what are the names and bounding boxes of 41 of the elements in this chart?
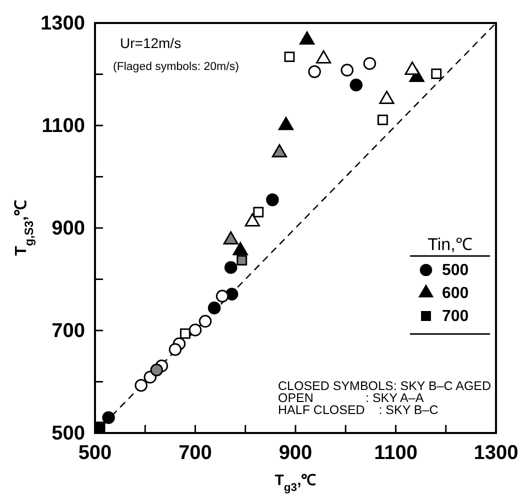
point	[180, 328, 190, 339]
x-tick-label: 700	[178, 442, 212, 464]
point	[94, 422, 106, 432]
point	[188, 324, 202, 336]
point	[102, 411, 115, 424]
point	[340, 64, 354, 77]
legend-label: 600	[442, 285, 469, 302]
y-tick-label: 500	[52, 422, 85, 444]
point	[377, 114, 388, 126]
annotation: CLOSED SYMBOLS: SKY B–C AGED	[278, 379, 492, 393]
point	[253, 206, 264, 218]
y-tick-label: 1300	[40, 12, 85, 34]
annotation: Ur=12m/s	[120, 35, 182, 51]
x-tick-label: 1100	[374, 442, 418, 464]
point	[284, 52, 295, 62]
x-tick-label: 1300	[474, 442, 518, 464]
legend-title: Tin,℃	[428, 235, 472, 254]
annotation: HALF CLOSED : SKY B–C	[278, 403, 438, 417]
y-tick-label: 700	[52, 320, 85, 342]
point	[224, 261, 238, 274]
point	[236, 255, 248, 266]
point	[266, 193, 279, 206]
point	[363, 57, 376, 70]
point	[168, 343, 182, 356]
annotation: OPEN : SKY A–A	[278, 391, 424, 405]
y-tick-label: 900	[52, 217, 85, 240]
legend-label: 500	[442, 262, 469, 279]
legend-label: 700	[442, 308, 469, 325]
x-tick-label: 500	[78, 442, 112, 464]
point	[208, 302, 221, 314]
point	[350, 78, 363, 92]
annotation: (Flaged symbols: 20m/s)	[113, 61, 240, 73]
point	[134, 378, 148, 392]
x-axis-title: T$_{g3}$,℃	[274, 472, 316, 494]
point	[198, 314, 212, 328]
point	[308, 65, 321, 78]
point	[216, 290, 229, 303]
y-tick-label: 1100	[42, 114, 85, 137]
point	[150, 364, 164, 376]
point	[431, 68, 442, 79]
x-tick-label: 900	[278, 442, 312, 464]
